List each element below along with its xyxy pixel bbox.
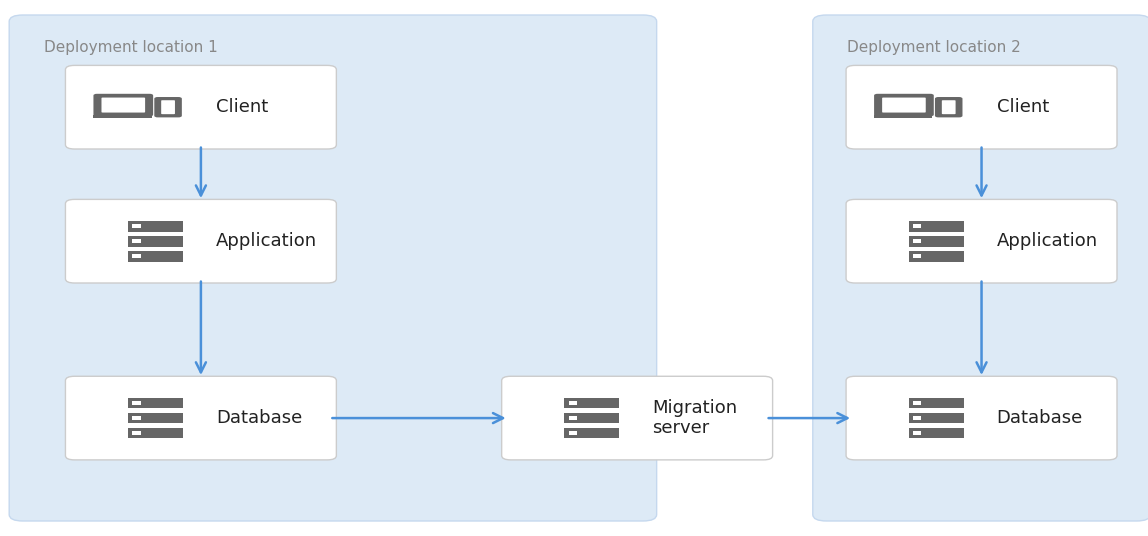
Text: Application: Application (996, 232, 1097, 250)
Bar (127, 413, 183, 423)
FancyBboxPatch shape (934, 97, 962, 117)
Bar (564, 398, 619, 408)
Bar (913, 401, 921, 405)
FancyBboxPatch shape (161, 100, 174, 114)
Bar (132, 431, 140, 435)
Text: Client: Client (216, 98, 269, 116)
Bar (127, 221, 183, 232)
FancyBboxPatch shape (941, 100, 955, 114)
FancyBboxPatch shape (101, 98, 145, 113)
Bar (908, 221, 963, 232)
FancyBboxPatch shape (846, 199, 1117, 283)
FancyBboxPatch shape (882, 98, 925, 113)
Bar (874, 115, 932, 118)
Text: Database: Database (996, 409, 1083, 427)
Bar (127, 428, 183, 438)
FancyBboxPatch shape (813, 15, 1148, 521)
Bar (913, 254, 921, 258)
Bar (132, 239, 140, 243)
Bar (127, 236, 183, 247)
Text: Deployment location 1: Deployment location 1 (44, 40, 217, 55)
Bar (913, 239, 921, 243)
Bar (568, 401, 576, 405)
Bar (908, 398, 963, 408)
Text: Deployment location 2: Deployment location 2 (847, 40, 1021, 55)
Text: Application: Application (216, 232, 317, 250)
Bar (913, 224, 921, 228)
FancyBboxPatch shape (9, 15, 657, 521)
Bar (93, 115, 152, 118)
Bar (132, 254, 140, 258)
FancyBboxPatch shape (502, 376, 773, 460)
Bar (913, 431, 921, 435)
FancyBboxPatch shape (65, 376, 336, 460)
Bar (908, 413, 963, 423)
FancyBboxPatch shape (93, 94, 153, 116)
FancyBboxPatch shape (874, 94, 933, 116)
FancyBboxPatch shape (65, 65, 336, 149)
Bar (908, 236, 963, 247)
Bar (132, 224, 140, 228)
Bar (127, 398, 183, 408)
Bar (913, 416, 921, 420)
Bar (127, 251, 183, 262)
Bar (908, 251, 963, 262)
Bar (568, 416, 576, 420)
Text: Database: Database (216, 409, 302, 427)
Text: Client: Client (996, 98, 1049, 116)
Bar (908, 428, 963, 438)
Bar (568, 431, 576, 435)
FancyBboxPatch shape (154, 97, 181, 117)
FancyBboxPatch shape (846, 376, 1117, 460)
Bar (564, 428, 619, 438)
Text: Migration
server: Migration server (652, 399, 737, 437)
Bar (564, 413, 619, 423)
Bar (132, 416, 140, 420)
FancyBboxPatch shape (846, 65, 1117, 149)
FancyBboxPatch shape (65, 199, 336, 283)
Bar (132, 401, 140, 405)
